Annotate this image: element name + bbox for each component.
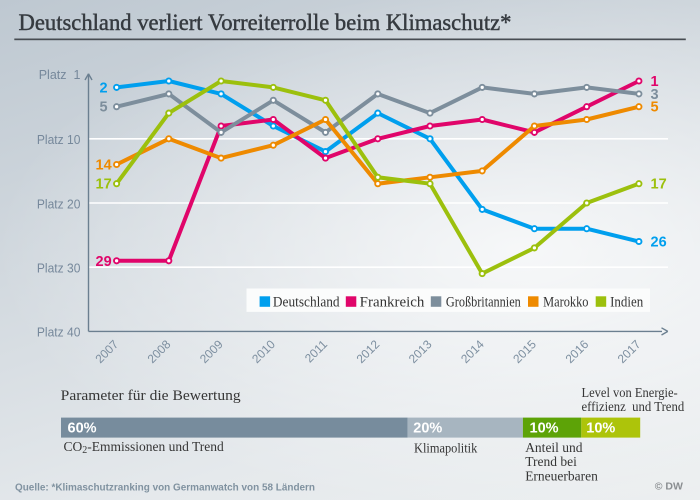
svg-text:2012: 2012 (354, 337, 383, 366)
svg-text:5: 5 (651, 100, 659, 116)
svg-text:10%: 10% (586, 421, 615, 437)
svg-text:17: 17 (96, 177, 112, 193)
svg-text:Quelle: *Klimaschutzranking vo: Quelle: *Klimaschutzranking von Germanwa… (15, 482, 315, 494)
svg-text:Trend bei: Trend bei (525, 454, 577, 469)
svg-text:2009: 2009 (197, 337, 226, 366)
svg-text:Deutschland verliert Vorreiter: Deutschland verliert Vorreiterrolle beim… (19, 10, 512, 35)
svg-text:Klimapolitik: Klimapolitik (414, 440, 478, 455)
svg-text:1: 1 (651, 74, 659, 90)
svg-text:Platz 10: Platz 10 (37, 133, 81, 147)
svg-text:2011: 2011 (302, 337, 330, 365)
svg-text:Indien: Indien (610, 295, 644, 311)
svg-text:2016: 2016 (563, 337, 592, 366)
svg-text:Level von Energie-: Level von Energie- (582, 385, 679, 400)
svg-text:17: 17 (651, 177, 667, 193)
svg-text:effizienz und Trend: effizienz und Trend (582, 399, 685, 414)
svg-text:3: 3 (651, 87, 659, 103)
svg-text:Deutschland: Deutschland (273, 295, 340, 311)
svg-text:CO2-Emmissionen und Trend: CO2-Emmissionen und Trend (64, 439, 225, 456)
svg-text:Platz 30: Platz 30 (37, 262, 81, 276)
svg-text:60%: 60% (68, 421, 97, 437)
svg-text:2013: 2013 (406, 337, 435, 366)
svg-text:10%: 10% (530, 421, 559, 437)
svg-text:Anteil und: Anteil und (525, 440, 583, 455)
svg-text:Platz 40: Platz 40 (37, 326, 81, 340)
svg-text:2: 2 (100, 80, 108, 96)
svg-text:29: 29 (96, 254, 112, 270)
svg-text:2007: 2007 (92, 337, 121, 366)
svg-text:20%: 20% (413, 421, 442, 437)
svg-text:Erneuerbaren: Erneuerbaren (525, 468, 598, 483)
svg-text:2017: 2017 (615, 337, 644, 366)
svg-text:2008: 2008 (145, 337, 174, 366)
svg-text:26: 26 (651, 235, 667, 251)
svg-text:Großbritannien: Großbritannien (446, 295, 522, 311)
svg-text:Marokko: Marokko (543, 295, 588, 311)
svg-text:14: 14 (96, 158, 112, 174)
svg-text:© DW: © DW (655, 481, 683, 493)
svg-text:Parameter für die Bewertung: Parameter für die Bewertung (61, 388, 242, 404)
svg-text:2010: 2010 (249, 337, 278, 366)
svg-text:Platz 1: Platz 1 (39, 68, 81, 82)
svg-text:Platz 20: Platz 20 (37, 197, 81, 211)
svg-text:Frankreich: Frankreich (360, 295, 425, 311)
svg-text:2014: 2014 (458, 337, 487, 366)
svg-text:2015: 2015 (510, 337, 539, 366)
svg-text:5: 5 (100, 100, 108, 116)
